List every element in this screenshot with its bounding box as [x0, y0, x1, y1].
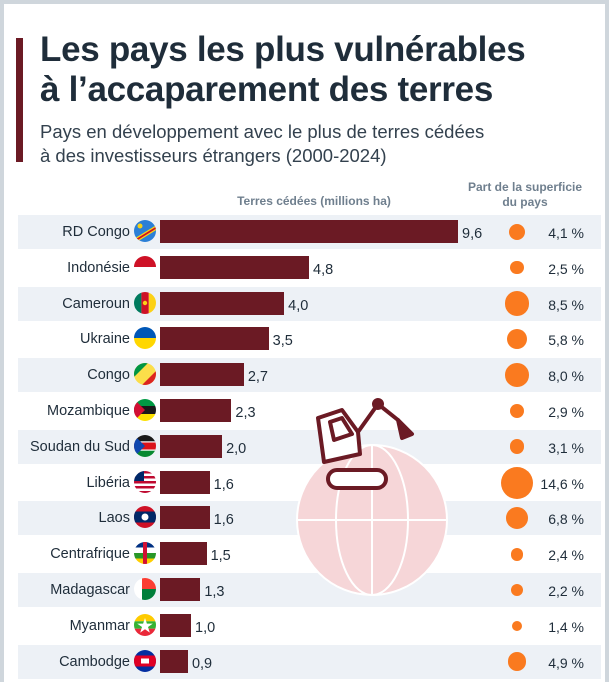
bar: [160, 649, 188, 673]
country-label: Cameroun: [62, 295, 130, 312]
bar-value-label: 4,8: [313, 261, 334, 278]
share-axis-label-line-2: du pays: [502, 195, 548, 209]
share-bubble: [507, 652, 527, 671]
share-value-label: 2,9 %: [548, 404, 584, 420]
share-value-label: 6,8 %: [548, 511, 584, 528]
country-label: RD Congo: [62, 224, 130, 240]
share-axis-label: Part de la superficie du pays: [455, 180, 595, 210]
country-label: Myanmar: [69, 617, 130, 634]
share-bubble: [510, 547, 524, 561]
share-bubble: [510, 583, 524, 597]
share-bubble: [512, 620, 522, 631]
flag-madagascar-icon: [134, 578, 156, 600]
country-label: Libéria: [86, 474, 130, 491]
share-bubble: [508, 223, 526, 241]
flag-liberia-icon: [134, 470, 156, 493]
share-value-label: 5,8 %: [548, 332, 584, 349]
excavator-globe-illustration: [296, 398, 448, 596]
bar: [160, 327, 269, 351]
share-value-label: 2,4 %: [548, 547, 584, 564]
title-line-1: Les pays les plus vulnérables: [40, 30, 526, 69]
bar: [160, 220, 458, 243]
flag-mozambique-icon: [134, 399, 156, 421]
bar: [160, 255, 309, 279]
subtitle-line-1: Pays en développement avec le plus de te…: [40, 121, 485, 142]
share-bubble: [509, 403, 525, 419]
share-value-label: 2,2 %: [548, 583, 584, 599]
flag-indonesia-icon: [134, 255, 156, 278]
title-line-2: à l’accaparement des terres: [40, 70, 494, 109]
flag-laos-icon: [134, 506, 156, 529]
bar-value-label: 1,3: [204, 584, 225, 600]
bar-value-label: 0,9: [191, 655, 213, 672]
title-accent-bar: [16, 38, 23, 162]
flag-ukraine-icon: [134, 327, 156, 350]
row-band: [18, 573, 601, 607]
share-value-label: 2,5 %: [548, 260, 584, 277]
share-value-label: 8,0 %: [548, 368, 584, 385]
share-value-label: 14,6 %: [540, 475, 584, 492]
row-band: [18, 286, 601, 321]
bar: [160, 542, 207, 566]
bar: [160, 613, 192, 637]
country-label: Indonésie: [67, 259, 130, 276]
flag-car-icon: [134, 542, 156, 565]
bar: [160, 363, 244, 387]
excavator-icon: [316, 398, 414, 490]
chart-title: Les pays les plus vulnérables à l’accapa…: [40, 30, 600, 110]
bar-value-label: 4,0: [288, 297, 309, 314]
share-value-label: 8,5 %: [548, 296, 584, 313]
share-bubble: [509, 439, 525, 455]
row-band: [18, 358, 601, 393]
bar-value-label: 1,6: [213, 476, 234, 493]
bar-value-label: 3,5: [272, 333, 293, 350]
country-label: Cambodge: [59, 653, 130, 670]
bar-value-label: 1,6: [213, 512, 234, 529]
country-label: Madagascar: [50, 582, 130, 598]
share-axis-label-line-1: Part de la superficie: [467, 180, 583, 194]
flag-south-sudan-icon: [134, 434, 156, 457]
flag-cambodia-icon: [134, 649, 156, 672]
share-bubble: [501, 466, 533, 499]
subtitle-line-2: à des investisseurs étrangers (2000-2024…: [40, 145, 387, 166]
bar-value-label: 1,5: [210, 548, 231, 565]
bar: [160, 506, 210, 530]
bar: [160, 434, 223, 458]
flag-congo-icon: [134, 363, 156, 386]
bar: [160, 470, 210, 494]
share-value-label: 3,1 %: [548, 439, 584, 456]
bar-axis-label: Terres cédées (millions ha): [237, 194, 391, 208]
bar: [160, 291, 285, 315]
share-value-label: 1,4 %: [548, 618, 584, 635]
country-label: Ukraine: [80, 331, 130, 348]
share-bubble: [506, 507, 528, 530]
bar-value-label: 2,3: [235, 405, 256, 421]
country-label: Laos: [98, 510, 130, 527]
share-value-label: 4,1 %: [548, 225, 584, 241]
share-bubble: [510, 261, 524, 275]
bar: [160, 399, 232, 422]
country-label: Congo: [87, 367, 130, 384]
country-label: Centrafrique: [50, 546, 130, 563]
row-band: [18, 429, 601, 464]
row-band: [18, 644, 601, 679]
share-value-label: 4,9 %: [548, 654, 584, 671]
bar-value-label: 2,7: [247, 369, 268, 386]
bar: [160, 578, 201, 601]
share-bubble: [506, 329, 528, 350]
flag-cameroon-icon: [134, 291, 156, 314]
bar-value-label: 1,0: [195, 619, 216, 636]
bar-value-label: 9,6: [462, 226, 483, 242]
share-bubble: [505, 363, 529, 388]
flag-drc-icon: [134, 220, 156, 242]
country-label: Soudan du Sud: [30, 438, 130, 455]
chart-subtitle: Pays en développement avec le plus de te…: [40, 120, 580, 168]
bar-value-label: 2,0: [226, 440, 247, 457]
country-label: Mozambique: [46, 403, 130, 419]
share-bubble: [504, 291, 530, 316]
flag-myanmar-icon: [134, 613, 156, 636]
